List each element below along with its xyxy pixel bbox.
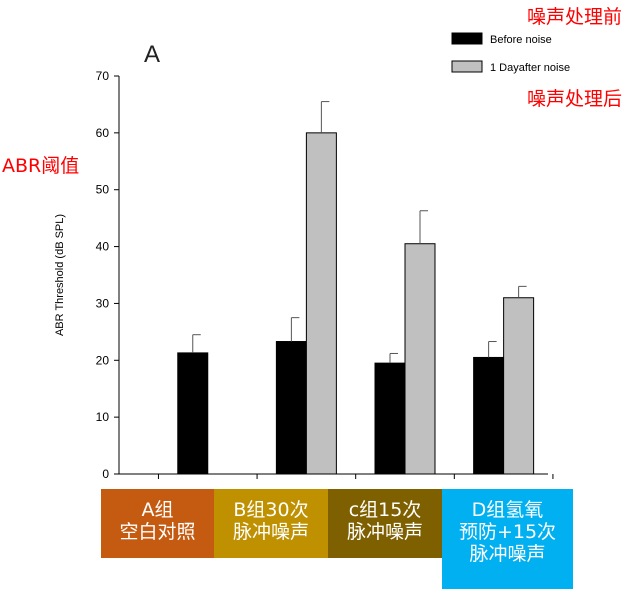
y-tick-label: 70 [96,69,110,83]
y-tick-label: 30 [96,296,110,310]
y-tick-label: 10 [96,410,110,424]
before-noise-annotation: 噪声处理前 [526,6,622,28]
group-label-line: D组氢氧 [471,499,544,521]
chart-legend: Before noise 1 Dayafter noise [451,32,570,74]
group-label-a: A组 空白对照 [101,489,214,558]
bar [275,341,307,475]
legend-label: Before noise [490,34,552,46]
legend-label: 1 Dayafter noise [490,62,570,74]
group-label-line: 脉冲噪声 [346,521,423,543]
group-label-line: 空白对照 [119,521,196,543]
y-axis-title: ABR Threshold (dB SPL) [54,214,66,336]
bar [177,352,209,475]
y-tick-label: 0 [102,467,109,481]
group-label-c: c组15次 脉冲噪声 [328,489,442,558]
bar [503,297,535,475]
ylabel-annotation: ABR阈值 [2,155,80,177]
y-tick-label: 60 [96,126,110,140]
panel-label: A [144,41,160,68]
y-tick-label: 40 [96,240,110,254]
group-label-line: B组30次 [233,499,309,521]
group-label-line: 脉冲噪声 [232,521,309,543]
chart-bars [177,101,535,475]
y-tick-label: 50 [96,183,110,197]
chart-axes: 0 10 20 30 40 50 60 70 ABR Threshold (dB SPL) [54,69,554,481]
bar [404,243,436,475]
legend-swatch [451,60,483,73]
group-label-line: 预防+15次 [458,521,557,543]
group-label-line: c组15次 [348,499,422,521]
bar [305,132,337,475]
y-tick-label: 20 [96,353,110,367]
group-label-line: A组 [141,499,174,521]
bar [473,356,505,475]
group-label-line: 脉冲噪声 [469,543,546,565]
legend-swatch [451,32,483,45]
group-label-b: B组30次 脉冲噪声 [214,489,328,558]
after-noise-annotation: 噪声处理后 [526,88,622,110]
bar [374,362,406,475]
group-label-d: D组氢氧 预防+15次 脉冲噪声 [442,489,573,589]
